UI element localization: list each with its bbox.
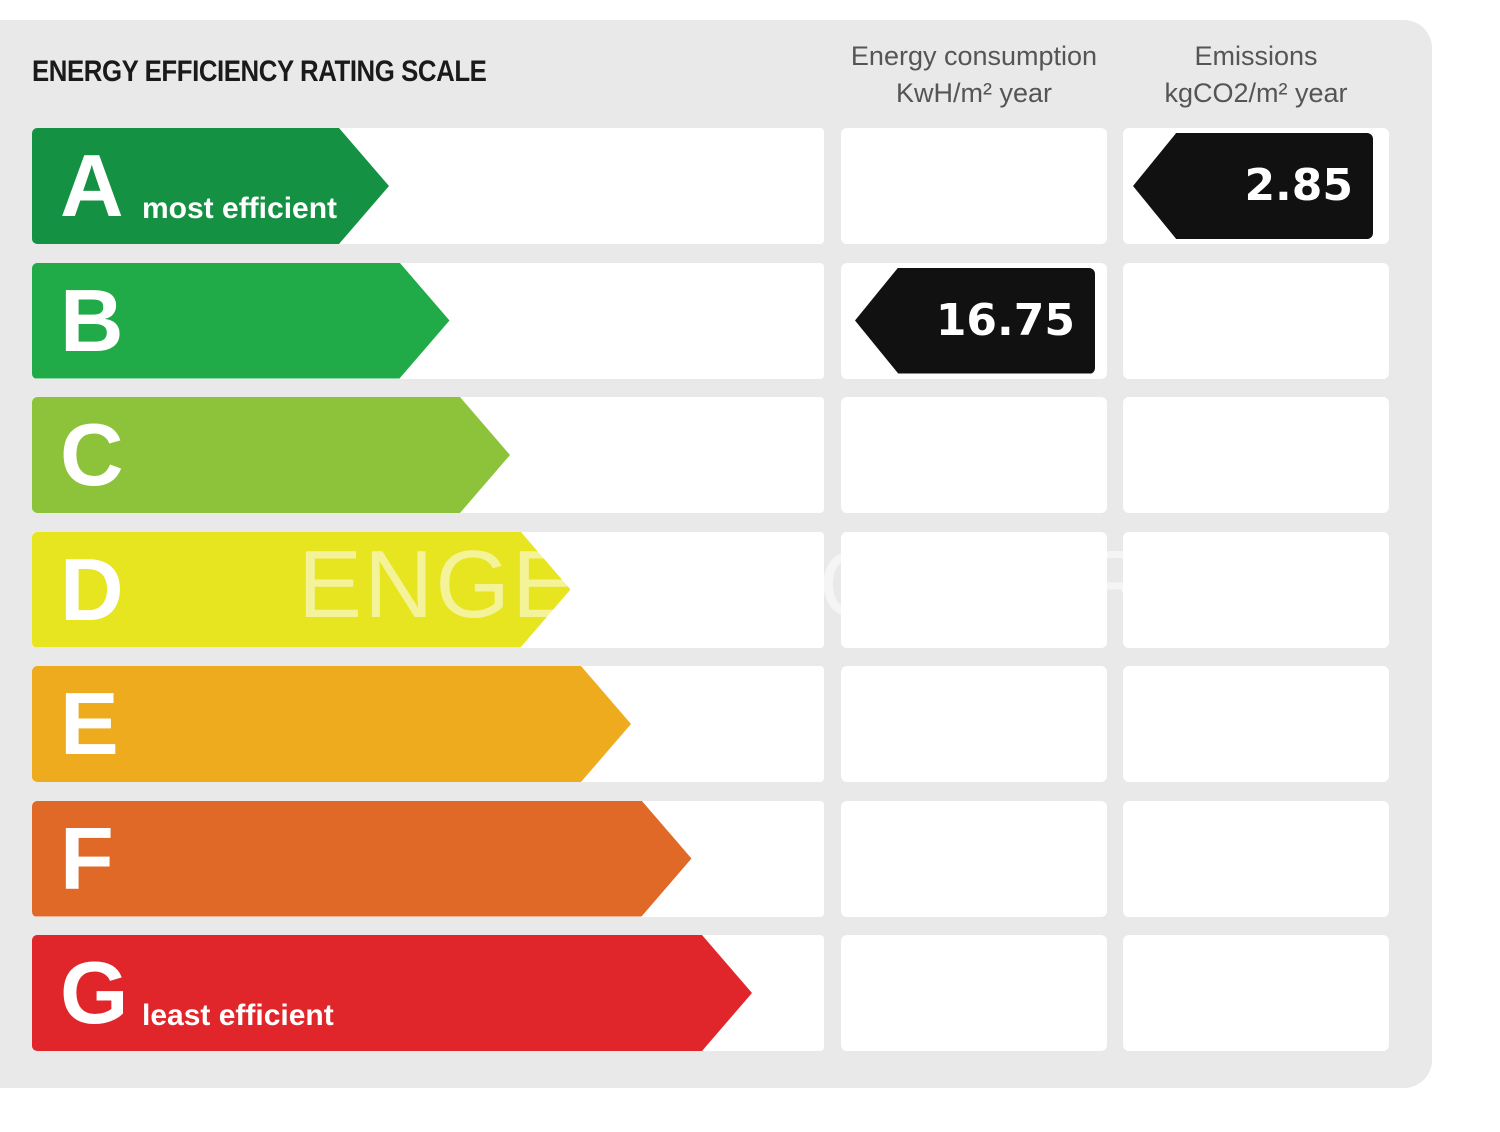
chart-title: ENERGY EFFICIENCY RATING SCALE: [32, 55, 487, 88]
energy-rating-marker: 16.75: [855, 267, 1095, 374]
energy-header-line1: Energy consumption: [850, 41, 1098, 71]
emissions-cell-f: [1123, 800, 1389, 917]
rating-arrow-d: D: [32, 531, 571, 648]
emissions-header-unit: kgCO2/m² year: [1164, 78, 1348, 108]
rating-arrow-e: E: [32, 666, 631, 782]
rating-letter-b: B: [60, 270, 124, 370]
emissions-cell-b: [1123, 262, 1389, 379]
rating-letter-a: A: [60, 136, 124, 235]
emissions-rating-marker-value: 2.85: [1244, 160, 1353, 211]
emissions-header-line1: Emissions: [1194, 41, 1318, 71]
emissions-column-header: Emissions kgCO2/m² year: [1122, 38, 1390, 112]
energy-cell-g: [841, 935, 1107, 1051]
energy-rating-marker-value: 16.75: [935, 294, 1075, 346]
energy-header-unit: KwH/m² year: [895, 78, 1052, 108]
emissions-cell-d: [1123, 531, 1389, 648]
rating-arrow-c: C: [32, 397, 510, 513]
energy-cell-d: [841, 531, 1107, 648]
rating-label-g: least efficient: [142, 999, 334, 1032]
emissions-cell-g: [1123, 935, 1389, 1051]
rating-letter-e: E: [60, 674, 119, 773]
rating-arrow-f: F: [32, 800, 692, 917]
emissions-cell-c: [1123, 397, 1389, 513]
emissions-cell-e: [1123, 666, 1389, 782]
energy-cell-c: [841, 397, 1107, 513]
rating-arrow-b: B: [32, 262, 450, 379]
rating-letter-g: G: [60, 943, 129, 1042]
rating-letter-f: F: [60, 808, 114, 908]
energy-cell-a: [841, 128, 1107, 244]
energy-cell-e: [841, 666, 1107, 782]
rating-letter-c: C: [60, 405, 124, 504]
emissions-rating-marker: 2.85: [1133, 133, 1373, 239]
energy-column-header: Energy consumption KwH/m² year: [840, 38, 1108, 112]
energy-cell-f: [841, 800, 1107, 917]
rating-letter-d: D: [60, 539, 124, 639]
rating-label-a: most efficient: [142, 192, 338, 225]
